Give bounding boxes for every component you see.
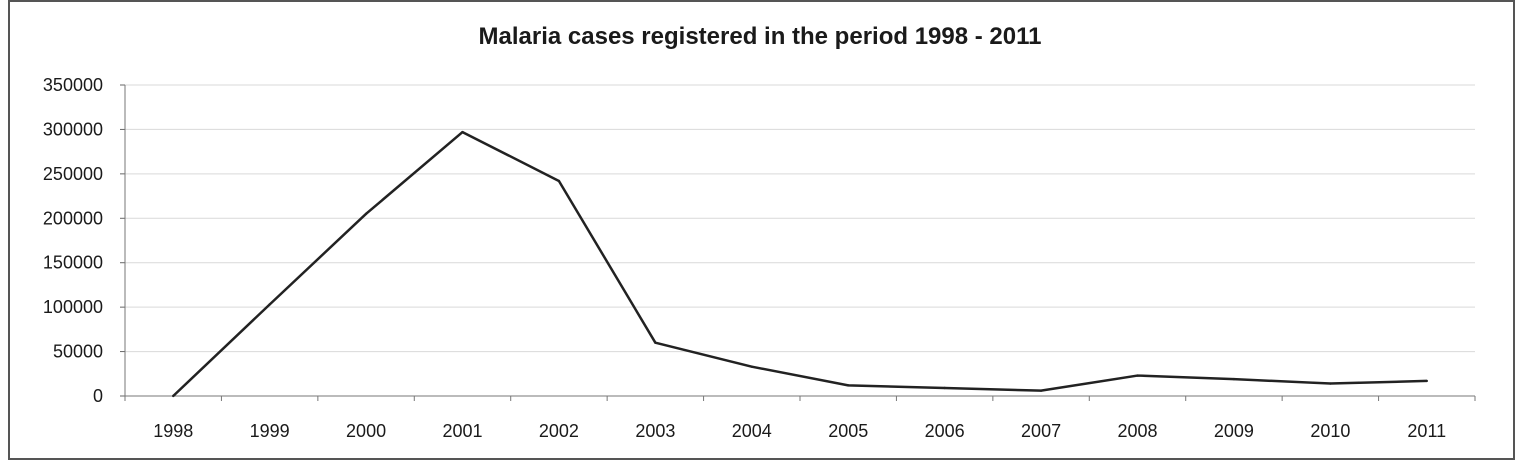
y-tick-label: 300000 (43, 119, 103, 139)
chart-title: Malaria cases registered in the period 1… (479, 23, 1042, 50)
data-point-1998 (172, 394, 175, 398)
x-tick-label-2000: 2000 (346, 421, 386, 441)
data-point-2005 (847, 384, 850, 387)
data-point-2007 (1039, 389, 1043, 392)
axes (124, 85, 1476, 401)
chart-frame (8, 0, 1515, 460)
data-point-1999 (268, 303, 271, 306)
x-tick-label-2006: 2006 (925, 421, 965, 441)
x-tick-label-2010: 2010 (1310, 421, 1350, 441)
x-tick-label-2007: 2007 (1021, 421, 1061, 441)
gridlines (120, 84, 1475, 397)
data-point-2000 (364, 212, 368, 216)
x-tick-label-2003: 2003 (635, 421, 675, 441)
y-tick-label: 150000 (43, 253, 103, 273)
x-tick-label-2004: 2004 (732, 421, 772, 441)
x-tick-label-2008: 2008 (1117, 421, 1157, 441)
x-tick-label-2009: 2009 (1214, 421, 1254, 441)
data-point-2009 (1232, 377, 1236, 381)
series-group (172, 130, 1428, 398)
y-tick-label: 200000 (43, 208, 103, 228)
data-point-2008 (1136, 374, 1139, 377)
y-tick-label: 0 (93, 386, 103, 406)
y-tick-labels: 0 50000 100000 150000 200000 250000 300000 3500… (43, 75, 103, 406)
series-line-0 (172, 130, 1427, 397)
y-tick-label: 350000 (43, 75, 103, 95)
data-point-2011 (1425, 379, 1428, 383)
data-point-2003 (654, 341, 657, 344)
data-point-2006 (943, 386, 946, 390)
y-tick-label: 250000 (43, 164, 103, 184)
data-point-2004 (750, 365, 753, 368)
data-point-2001 (461, 130, 464, 134)
x-tick-label-2005: 2005 (828, 421, 868, 441)
x-tick-label-1999: 1999 (250, 421, 290, 441)
x-tick-label-2001: 2001 (442, 421, 482, 441)
x-tick-label-2011: 2011 (1407, 421, 1446, 441)
x-tick-labels: 1998 1999 2000 2001 2002 2003 2004 2005 2006 2007… (153, 421, 1446, 441)
x-tick-label-2002: 2002 (539, 421, 579, 441)
y-tick-label: 100000 (43, 297, 103, 317)
x-tick-label-1998: 1998 (153, 421, 193, 441)
data-point-2010 (1329, 382, 1332, 385)
y-tick-label: 50000 (53, 342, 103, 362)
data-point-2002 (557, 179, 561, 183)
